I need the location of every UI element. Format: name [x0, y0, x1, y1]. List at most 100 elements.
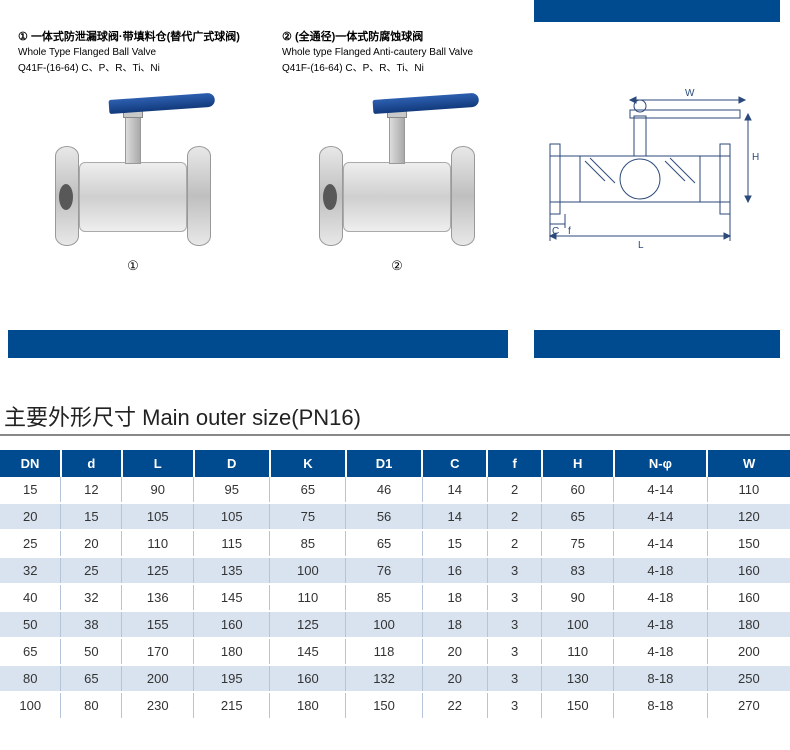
cell: 180: [270, 692, 346, 719]
table-row: 322512513510076163834-18160: [0, 557, 790, 584]
product-2-image: ②: [282, 84, 512, 274]
top-accent-bar: [534, 0, 780, 22]
cell: 25: [0, 530, 61, 557]
cell: 85: [270, 530, 346, 557]
col-K: K: [270, 450, 346, 477]
cell: 25: [61, 557, 122, 584]
cell: 14: [422, 477, 487, 503]
dim-f-label: f: [568, 226, 571, 237]
col-D: D: [194, 450, 270, 477]
cell: 180: [194, 638, 270, 665]
cell: 20: [61, 530, 122, 557]
cell: 135: [194, 557, 270, 584]
cell: 80: [0, 665, 61, 692]
cell: 95: [194, 477, 270, 503]
cell: 150: [707, 530, 790, 557]
cell: 2: [487, 477, 541, 503]
product-1-header: ① 一体式防泄漏球阀·带填料仓(替代广式球阀) Whole Type Flang…: [18, 30, 248, 76]
cell: 4-18: [614, 584, 708, 611]
product-1-label: ①: [127, 258, 139, 274]
table-row: 403213614511085183904-18160: [0, 584, 790, 611]
cell: 200: [122, 665, 194, 692]
cell: 160: [707, 557, 790, 584]
cell: 125: [270, 611, 346, 638]
col-N-φ: N-φ: [614, 450, 708, 477]
cell: 3: [487, 584, 541, 611]
product-1-num: ①: [18, 30, 28, 45]
cell: 18: [422, 584, 487, 611]
cell: 15: [422, 530, 487, 557]
cell: 4-18: [614, 557, 708, 584]
cell: 32: [61, 584, 122, 611]
cell: 12: [61, 477, 122, 503]
cell: 136: [122, 584, 194, 611]
cell: 4-18: [614, 638, 708, 665]
cell: 76: [346, 557, 422, 584]
valve-2-icon: [317, 84, 477, 254]
product-1-en: Whole Type Flanged Ball Valve: [18, 47, 156, 58]
col-f: f: [487, 450, 541, 477]
cell: 90: [122, 477, 194, 503]
cell: 90: [542, 584, 614, 611]
col-D1: D1: [346, 450, 422, 477]
cell: 15: [0, 477, 61, 503]
technical-drawing: W H L C f: [530, 86, 760, 256]
product-row: ① 一体式防泄漏球阀·带填料仓(替代广式球阀) Whole Type Flang…: [18, 30, 512, 274]
dim-c-label: C: [552, 226, 559, 237]
cell: 50: [61, 638, 122, 665]
cell: 110: [122, 530, 194, 557]
cell: 105: [122, 503, 194, 530]
col-H: H: [542, 450, 614, 477]
cell: 155: [122, 611, 194, 638]
cell: 2: [487, 530, 541, 557]
col-W: W: [707, 450, 790, 477]
product-1-code: Q41F-(16-64) C、P、R、Ti、Ni: [18, 63, 160, 74]
col-d: d: [61, 450, 122, 477]
product-2-en: Whole type Flanged Anti-cautery Ball Val…: [282, 47, 473, 58]
table-row: 20151051057556142654-14120: [0, 503, 790, 530]
cell: 18: [422, 611, 487, 638]
mid-bar-left: [8, 330, 508, 358]
cell: 145: [194, 584, 270, 611]
col-DN: DN: [0, 450, 61, 477]
cell: 110: [270, 584, 346, 611]
table-row: 80652001951601322031308-18250: [0, 665, 790, 692]
cell: 50: [0, 611, 61, 638]
product-2-num: ②: [282, 30, 292, 45]
product-2-header: ② (全通径)一体式防腐蚀球阀 Whole type Flanged Anti-…: [282, 30, 512, 76]
cell: 2: [487, 503, 541, 530]
cell: 230: [122, 692, 194, 719]
cell: 160: [707, 584, 790, 611]
cell: 270: [707, 692, 790, 719]
spec-body: 151290956546142604-141102015105105755614…: [0, 477, 790, 719]
cell: 4-14: [614, 503, 708, 530]
cell: 145: [270, 638, 346, 665]
cell: 125: [122, 557, 194, 584]
dim-h-label: H: [752, 152, 759, 163]
cell: 65: [542, 503, 614, 530]
cell: 110: [542, 638, 614, 665]
cell: 65: [0, 638, 61, 665]
cell: 130: [542, 665, 614, 692]
cell: 14: [422, 503, 487, 530]
cell: 75: [542, 530, 614, 557]
cell: 160: [194, 611, 270, 638]
section-title: 主要外形尺寸 Main outer size(PN16): [4, 400, 361, 432]
cell: 15: [61, 503, 122, 530]
cell: 65: [61, 665, 122, 692]
cell: 8-18: [614, 665, 708, 692]
cell: 32: [0, 557, 61, 584]
cell: 3: [487, 638, 541, 665]
table-row: 151290956546142604-14110: [0, 477, 790, 503]
col-L: L: [122, 450, 194, 477]
product-2-cn: (全通径)一体式防腐蚀球阀: [295, 31, 423, 43]
product-1: ① 一体式防泄漏球阀·带填料仓(替代广式球阀) Whole Type Flang…: [18, 30, 248, 274]
cell: 20: [422, 638, 487, 665]
col-C: C: [422, 450, 487, 477]
table-row: 65501701801451182031104-18200: [0, 638, 790, 665]
cell: 8-18: [614, 692, 708, 719]
cell: 150: [346, 692, 422, 719]
cell: 38: [61, 611, 122, 638]
cell: 150: [542, 692, 614, 719]
cell: 105: [194, 503, 270, 530]
